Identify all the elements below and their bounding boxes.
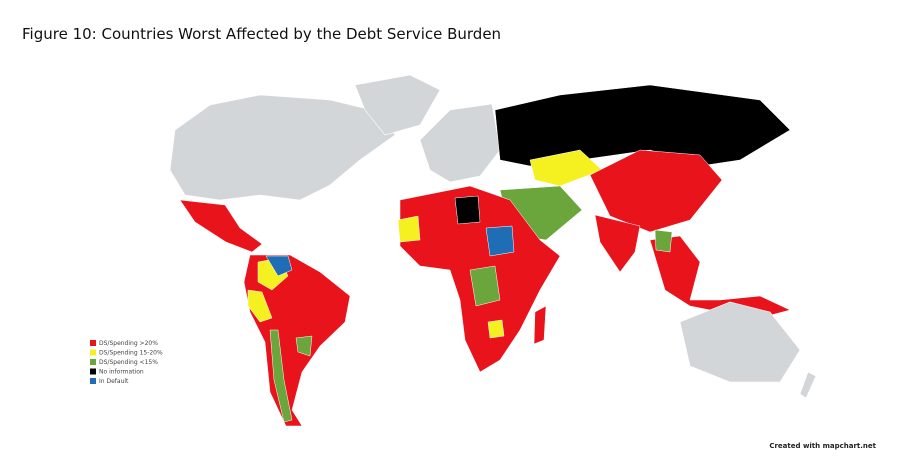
legend-swatch — [90, 349, 96, 356]
legend-label: DS/Spending >20% — [99, 340, 158, 347]
legend-swatch — [90, 368, 96, 375]
legend-swatch — [90, 359, 96, 365]
title: Figure 10: Countries Worst Affected by t… — [22, 25, 501, 43]
world-map — [169, 74, 817, 427]
legend-swatch — [90, 340, 96, 346]
legend: DS/Spending >20% DS/Spending 15-20% DS/Spe… — [90, 340, 163, 385]
legend-label: DS/Spending 15-20% — [99, 350, 163, 357]
credit: Created with mapchart.net — [769, 442, 876, 450]
legend-label: In Default — [99, 378, 129, 385]
legend-swatch — [90, 378, 96, 384]
legend-label: DS/Spending <15% — [99, 359, 158, 366]
legend-label: No information — [99, 369, 144, 376]
